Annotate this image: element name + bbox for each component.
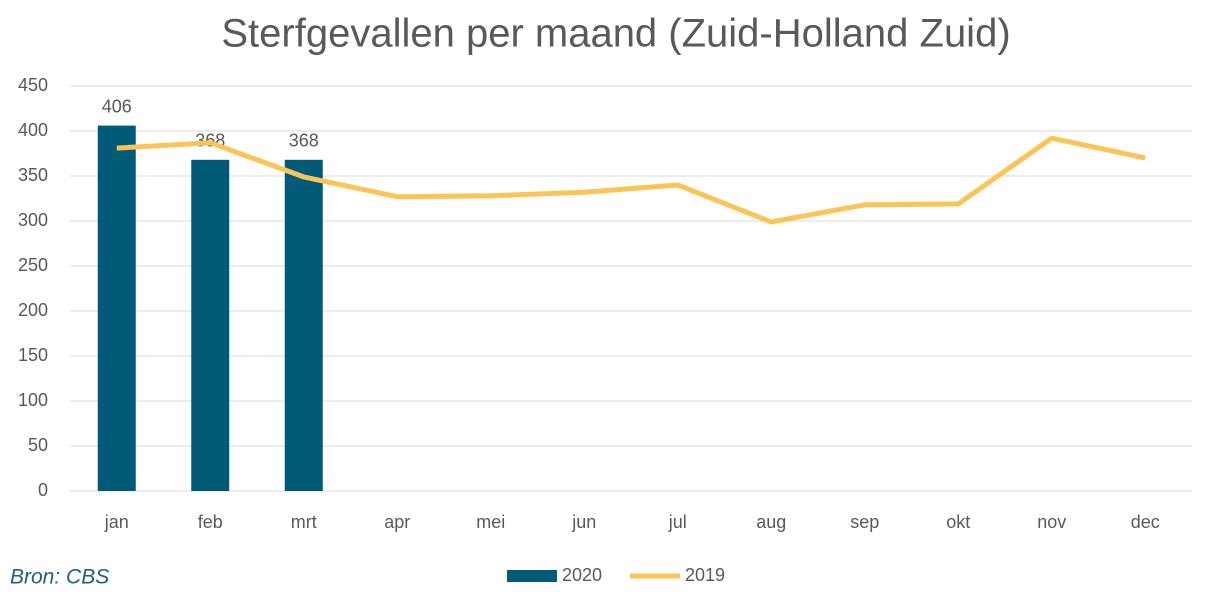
x-tick-label: mei: [476, 512, 505, 532]
data-label: 406: [102, 96, 132, 116]
y-tick-label: 50: [28, 435, 48, 455]
y-tick-label: 300: [18, 210, 48, 230]
data-label: 368: [289, 131, 319, 151]
x-tick-label: sep: [850, 512, 879, 532]
line: [116, 135, 1146, 225]
y-tick-label: 0: [38, 480, 48, 500]
y-tick-label: 200: [18, 300, 48, 320]
x-tick-label: aug: [756, 512, 786, 532]
x-tick-label: jan: [104, 512, 129, 532]
y-tick-label: 100: [18, 390, 48, 410]
legend-label: 2019: [685, 565, 725, 585]
y-tick-label: 150: [18, 345, 48, 365]
x-tick-label: nov: [1037, 512, 1066, 532]
y-tick-label: 450: [18, 75, 48, 95]
x-tick-label: okt: [946, 512, 970, 532]
x-tick-label: apr: [384, 512, 410, 532]
chart-title: Sterfgevallen per maand (Zuid-Holland Zu…: [221, 12, 1010, 56]
source-note: Bron: CBS: [10, 566, 109, 589]
x-tick-label: jun: [571, 512, 596, 532]
x-tick-label: feb: [198, 512, 223, 532]
x-tick-label: jul: [668, 512, 687, 532]
bar: [191, 159, 230, 492]
x-tick-label: mrt: [291, 512, 317, 532]
legend-label: 2020: [562, 565, 602, 585]
y-tick-label: 400: [18, 120, 48, 140]
y-tick-label: 350: [18, 165, 48, 185]
x-tick-label: dec: [1131, 512, 1160, 532]
y-tick-label: 250: [18, 255, 48, 275]
bar: [97, 125, 136, 491]
bar: [284, 159, 323, 492]
legend-swatch: [507, 570, 557, 582]
